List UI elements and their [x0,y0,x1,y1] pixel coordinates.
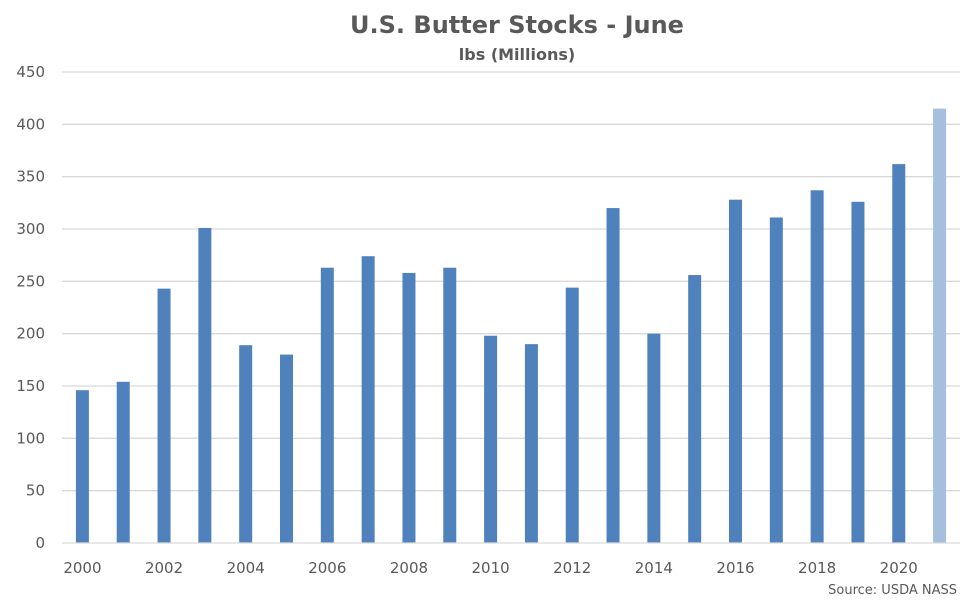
x-tick-label: 2010 [471,559,509,577]
y-axis-ticks: 0 50 100 150 200 250 300 350 400 450 [16,63,45,552]
bar-2014 [647,333,661,543]
y-tick-label: 100 [16,429,45,447]
bar-2008 [402,272,416,543]
source-note: Source: USDA NASS [828,583,957,598]
x-tick-label: 2008 [390,559,428,577]
chart-subtitle: lbs (Millions) [459,45,575,64]
bar-2006 [320,267,334,543]
y-tick-label: 400 [16,115,45,133]
x-tick-label: 2020 [880,559,918,577]
bar-2013 [606,208,620,544]
x-tick-label: 2016 [716,559,754,577]
bar-2016 [729,199,742,543]
bar-2015 [688,275,702,543]
bar-2004 [239,345,253,543]
y-tick-label: 50 [26,482,45,500]
y-tick-label: 450 [16,63,45,81]
bar-2010 [484,335,498,543]
y-tick-label: 0 [35,534,45,552]
x-tick-label: 2006 [308,559,346,577]
y-tick-label: 200 [16,325,45,343]
bar-2000 [75,390,89,543]
x-tick-label: 2004 [227,559,265,577]
grid-lines [62,71,960,492]
bar-2021 [933,108,947,543]
y-tick-label: 150 [16,377,45,395]
bar-2012 [565,287,579,543]
bar-2007 [361,256,375,543]
bar-2011 [524,344,538,543]
x-tick-label: 2000 [63,559,101,577]
chart-title: U.S. Butter Stocks - June [350,11,684,39]
bar-2009 [443,267,457,543]
y-tick-label: 300 [16,220,45,238]
bar-2003 [198,227,212,543]
x-tick-label: 2018 [798,559,836,577]
y-tick-label: 350 [16,168,45,186]
x-tick-label: 2002 [145,559,183,577]
bar-2018 [810,190,824,544]
bar-2020 [892,164,906,543]
x-axis-ticks: 2000 2002 2004 2006 2008 2010 2012 2014 2016 2018… [63,559,918,577]
y-tick-label: 250 [16,272,45,290]
bar-2017 [769,217,783,543]
bar-2019 [851,201,865,543]
bar-2002 [157,288,171,543]
bars [75,108,947,544]
bar-2005 [280,354,293,543]
x-tick-label: 2014 [635,559,673,577]
bar-2001 [116,381,130,543]
x-tick-label: 2012 [553,559,591,577]
